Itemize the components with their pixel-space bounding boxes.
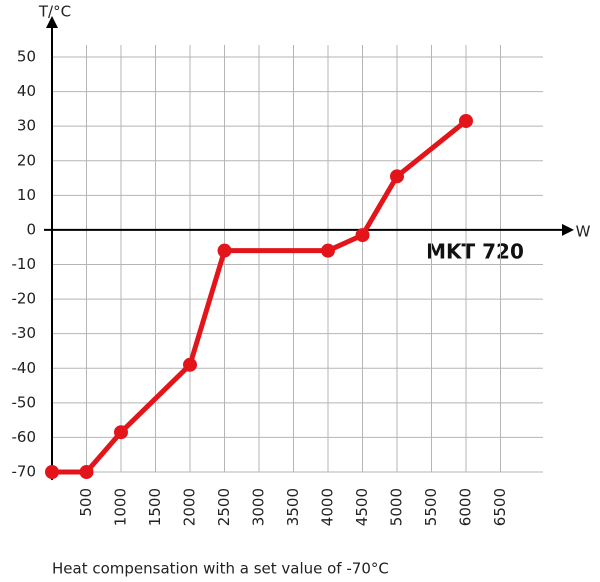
data-point: [45, 465, 59, 479]
data-point: [217, 243, 232, 258]
x-tick-label: 3500: [284, 488, 302, 526]
y-tick-label: 30: [17, 117, 36, 135]
data-point: [390, 169, 404, 184]
x-tick-label: 6000: [457, 488, 475, 526]
x-tick-label: 4000: [319, 488, 337, 526]
y-tick-label: -50: [12, 393, 37, 411]
annotation: MKT 720: [426, 240, 524, 264]
x-tick-label: 4500: [353, 488, 371, 526]
x-tick-label: 1500: [146, 488, 164, 526]
x-tick-label: 6500: [491, 488, 509, 526]
y-tick-label: 0: [26, 220, 36, 238]
y-tick-label: -20: [12, 290, 37, 308]
x-tick-label: 5000: [388, 488, 406, 526]
y-tick-label: -60: [12, 428, 37, 446]
y-tick-label: 20: [17, 151, 36, 169]
data-point: [79, 465, 94, 479]
y-tick-label: -30: [12, 324, 37, 342]
x-axis-label: W: [576, 223, 591, 241]
y-tick-label: 40: [17, 82, 36, 100]
data-point: [321, 243, 335, 258]
y-tick-label: -70: [12, 463, 37, 481]
y-axis-label: T/°C: [38, 3, 71, 21]
data-point: [183, 357, 197, 372]
x-tick-label: 2500: [215, 488, 233, 526]
x-tick-label: 5500: [422, 488, 440, 526]
x-tick-label: 3000: [250, 488, 268, 526]
x-tick-label: 1000: [112, 488, 130, 526]
x-tick-label: 500: [77, 488, 95, 517]
caption: Heat compensation with a set value of -7…: [52, 560, 389, 578]
y-tick-label: -40: [12, 359, 37, 377]
data-point: [114, 425, 128, 440]
y-tick-label: 10: [17, 186, 36, 204]
data-point: [459, 113, 473, 128]
x-tick-label: 2000: [181, 488, 199, 526]
y-tick-label: -10: [12, 255, 37, 273]
y-tick-label: 50: [17, 48, 36, 66]
data-point: [355, 228, 370, 243]
